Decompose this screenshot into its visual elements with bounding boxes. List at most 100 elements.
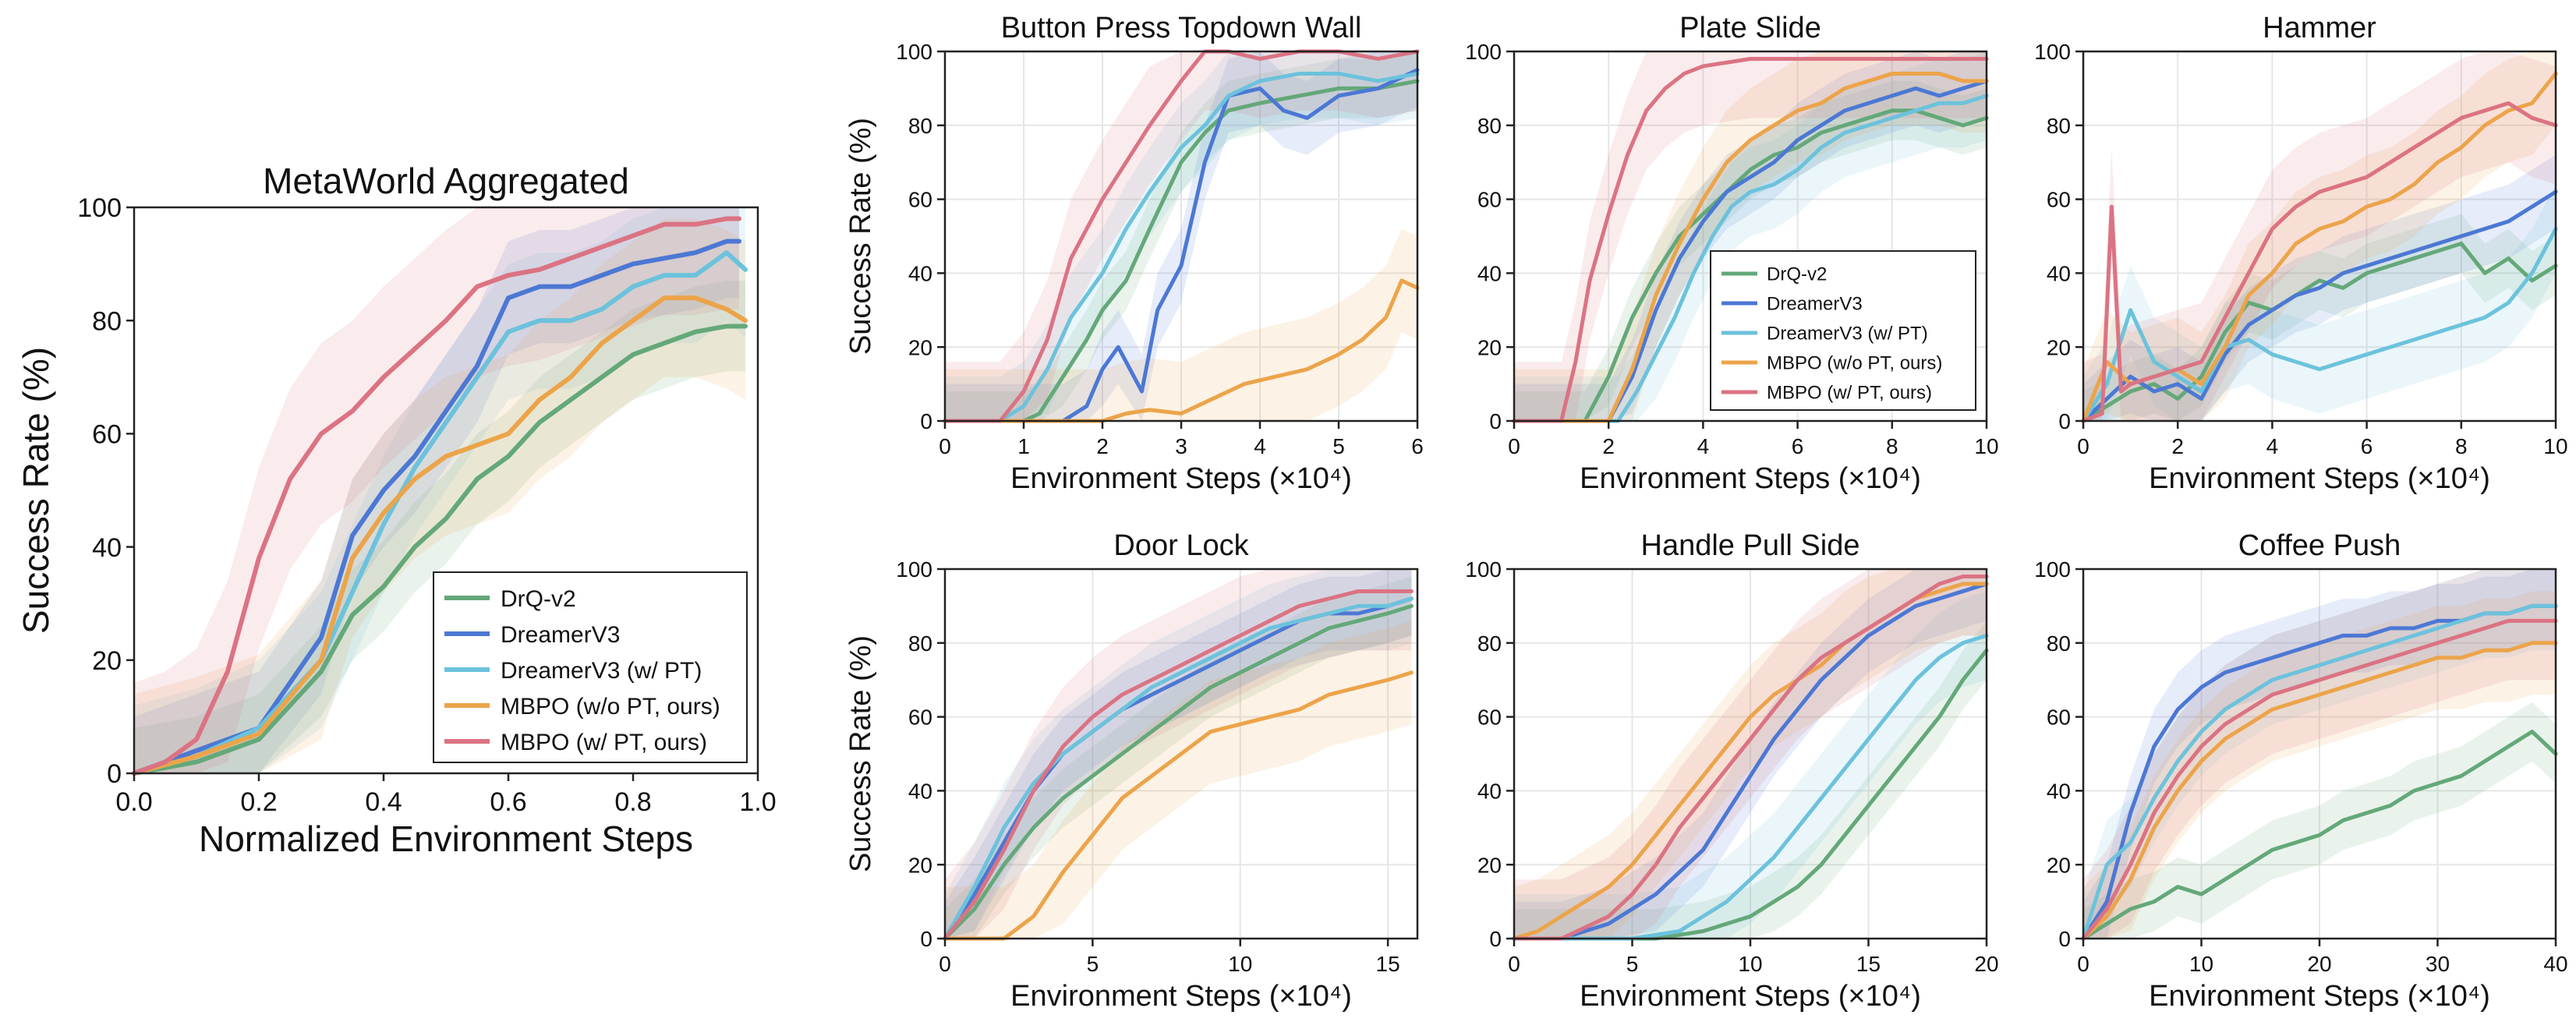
y-tick-label: 20	[92, 646, 122, 676]
series-line	[2081, 227, 2558, 423]
legend-label: DreamerV3 (w/ PT)	[1767, 324, 1928, 345]
series-line	[943, 71, 1420, 423]
series-line	[943, 68, 1420, 423]
y-tick-label: 20	[1477, 853, 1502, 877]
series-band	[945, 569, 1412, 939]
series-band	[1514, 51, 1987, 421]
series-band	[2083, 569, 2556, 939]
y-tick-label: 20	[908, 853, 932, 877]
y-tick-label: 60	[2047, 188, 2071, 212]
y-tick-label: 100	[2034, 40, 2071, 64]
y-tick-label: 80	[2047, 631, 2071, 656]
x-tick-label: 10	[2543, 434, 2567, 458]
y-tick-label: 40	[92, 533, 122, 563]
y-tick-label: 80	[2047, 114, 2071, 138]
legend-box	[1710, 250, 1976, 411]
plot-frame	[1513, 50, 1988, 423]
x-tick-label: 10	[1974, 434, 1998, 458]
x-tick-label: 1.0	[739, 787, 776, 817]
legend-label: MBPO (w/o PT, ours)	[1767, 353, 1942, 374]
y-tick-label: 100	[1465, 557, 1502, 582]
y-tick-label: 40	[1477, 261, 1502, 285]
y-tick-label: 20	[908, 335, 932, 359]
x-tick-label: 10	[1738, 952, 1762, 976]
legend-label: MBPO (w/ PT, ours)	[501, 730, 707, 755]
y-tick-label: 40	[1477, 779, 1502, 803]
x-tick-label: 40	[2543, 952, 2567, 976]
x-tick-label: 15	[1856, 952, 1881, 976]
y-tick-label: 40	[908, 261, 932, 285]
x-tick-label: 3	[1175, 434, 1187, 458]
y-tick-label: 60	[908, 188, 932, 212]
series-band	[945, 576, 1412, 939]
x-axis-label: Environment Steps (×10⁴)	[1580, 980, 1921, 1013]
legend: DrQ-v2 DreamerV3 DreamerV3 (w/ PT) MBPO (w/…	[433, 571, 748, 763]
y-tick-label: 20	[1477, 335, 1502, 359]
series-line	[1512, 79, 1989, 423]
x-tick-label: 30	[2426, 952, 2450, 976]
y-tick-label: 60	[1477, 705, 1502, 730]
series-line	[943, 589, 1414, 941]
y-tick-label: 100	[896, 557, 932, 582]
series-line	[2081, 101, 2558, 423]
x-axis-label: Environment Steps (×10⁴)	[1010, 980, 1352, 1013]
y-tick-label: 40	[908, 779, 932, 803]
y-tick-label: 80	[1477, 114, 1502, 138]
series-line	[943, 596, 1414, 941]
series-band	[1514, 621, 1987, 939]
series-band	[945, 621, 1412, 939]
series-band	[945, 51, 1417, 421]
y-tick-label: 0	[1489, 409, 1502, 433]
legend-label: MBPO (w/o PT, ours)	[501, 694, 720, 720]
y-tick-label: 0	[920, 927, 932, 951]
series-line	[132, 239, 741, 776]
series-line	[2081, 641, 2558, 941]
y-axis-label: Success Rate (%)	[844, 635, 877, 872]
x-tick-label: 20	[2307, 952, 2331, 976]
series-line	[132, 324, 748, 776]
y-axis-label: Success Rate (%)	[844, 118, 877, 355]
y-tick-label: 0	[107, 759, 122, 789]
y-tick-label: 60	[2047, 705, 2071, 730]
chart-title: MetaWorld Aggregated	[263, 161, 629, 201]
y-axis-label: Success Rate (%)	[16, 347, 56, 634]
series-line	[943, 79, 1420, 423]
chart-title: Button Press Topdown Wall	[1001, 12, 1362, 44]
series-band	[1514, 569, 1987, 939]
series-band	[134, 207, 745, 773]
series-band	[2083, 51, 2556, 421]
series-line	[132, 295, 748, 776]
series-band	[1514, 569, 1987, 939]
y-tick-label: 20	[2047, 335, 2071, 359]
series-line	[1512, 633, 1989, 941]
series-band	[2083, 214, 2556, 421]
legend: DrQ-v2 DreamerV3 DreamerV3 (w/ PT) MBPO (w/…	[1710, 250, 1976, 411]
y-tick-label: 80	[908, 114, 932, 138]
chart-title: Hammer	[2263, 12, 2376, 44]
series-band	[2083, 569, 2556, 939]
series-line	[2081, 730, 2558, 941]
y-tick-label: 100	[896, 40, 932, 64]
legend-label: DrQ-v2	[501, 586, 576, 612]
x-tick-label: 8	[1886, 434, 1898, 458]
x-axis-label: Environment Steps (×10⁴)	[2149, 980, 2490, 1013]
y-tick-label: 60	[1477, 188, 1502, 212]
x-tick-label: 0	[2077, 952, 2089, 976]
y-tick-label: 20	[2047, 853, 2071, 877]
plot-frame	[133, 206, 759, 775]
x-tick-label: 0	[939, 434, 951, 458]
series-band	[134, 207, 739, 773]
x-tick-label: 2	[1602, 434, 1615, 458]
legend-label: DrQ-v2	[1767, 264, 1827, 285]
series-line	[943, 278, 1420, 423]
x-tick-label: 20	[1974, 952, 1998, 976]
x-tick-label: 2	[1096, 434, 1109, 458]
plot-frame	[943, 568, 1419, 940]
x-tick-label: 5	[1332, 434, 1345, 458]
y-tick-label: 100	[2034, 557, 2071, 582]
x-tick-label: 0	[1508, 952, 1520, 976]
x-tick-label: 4	[2266, 434, 2279, 458]
